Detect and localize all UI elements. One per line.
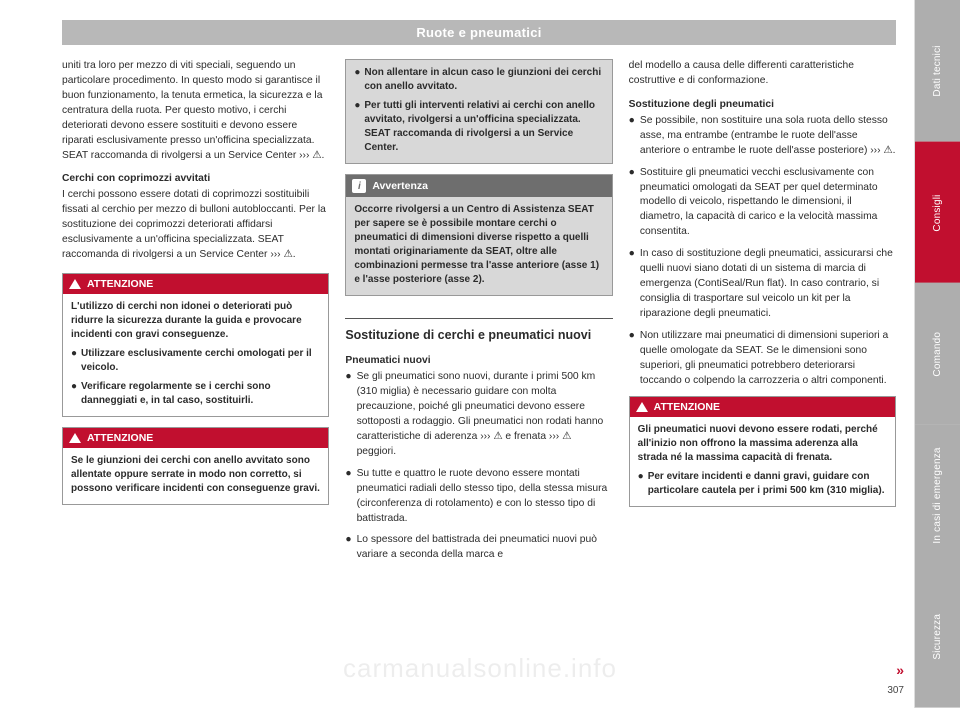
subheading: Pneumatici nuovi bbox=[345, 355, 612, 366]
warning-body: ●Non allentare in alcun caso le giunzion… bbox=[346, 60, 611, 163]
warning-text: Se le giunzioni dei cerchi con anello av… bbox=[71, 454, 320, 496]
warning-triangle-icon bbox=[69, 279, 81, 289]
list-item: ●In caso di sostituzione degli pneumatic… bbox=[629, 247, 896, 322]
subheading: Sostituzione degli pneumatici bbox=[629, 99, 896, 110]
column-3: del modello a causa delle differenti car… bbox=[629, 59, 896, 698]
warning-bullet: ●Non allentare in alcun caso le giunzion… bbox=[354, 66, 603, 94]
warning-title: ATTENZIONE bbox=[654, 401, 720, 413]
warning-bullet: ●Per evitare incidenti e danni gravi, gu… bbox=[638, 470, 887, 498]
note-text: Occorre rivolgersi a un Centro di Assist… bbox=[354, 203, 603, 287]
column-1: uniti tra loro per mezzo di viti special… bbox=[62, 59, 329, 698]
warning-triangle-icon bbox=[636, 402, 648, 412]
note-body: Occorre rivolgersi a un Centro di Assist… bbox=[346, 197, 611, 295]
warning-head: ATTENZIONE bbox=[63, 428, 328, 448]
warning-bullet: ●Verificare regolarmente se i cerchi son… bbox=[71, 380, 320, 408]
list-item: ●Lo spessore del battistrada dei pneumat… bbox=[345, 533, 612, 563]
content-area: Ruote e pneumatici uniti tra loro per me… bbox=[0, 0, 914, 708]
warning-body: Gli pneumatici nuovi devono essere rodat… bbox=[630, 417, 895, 506]
warning-box: ATTENZIONE Gli pneumatici nuovi devono e… bbox=[629, 396, 896, 507]
page-header: Ruote e pneumatici bbox=[62, 20, 896, 45]
tab-dati-tecnici[interactable]: Dati tecnici bbox=[915, 0, 960, 142]
warning-box: ATTENZIONE L'utilizzo di cerchi non idon… bbox=[62, 273, 329, 417]
warning-bullet: ●Utilizzare esclusivamente cerchi omolog… bbox=[71, 347, 320, 375]
column-2: ●Non allentare in alcun caso le giunzion… bbox=[345, 59, 612, 698]
warning-bullet: ●Per tutti gli interventi relativi ai ce… bbox=[354, 99, 603, 155]
list-item: ●Non utilizzare mai pneumatici di dimens… bbox=[629, 329, 896, 389]
columns: uniti tra loro per mezzo di viti special… bbox=[62, 59, 896, 698]
subheading: Cerchi con coprimozzi avvitati bbox=[62, 173, 329, 184]
warning-head: ATTENZIONE bbox=[630, 397, 895, 417]
warning-triangle-icon bbox=[69, 433, 81, 443]
bullet-list: ●Se gli pneumatici sono nuovi, durante i… bbox=[345, 370, 612, 570]
list-item: ●Se possibile, non sostituire una sola r… bbox=[629, 114, 896, 159]
tab-consigli[interactable]: Consigli bbox=[915, 142, 960, 284]
bullet-list: ●Se possibile, non sostituire una sola r… bbox=[629, 114, 896, 396]
list-item: ●Se gli pneumatici sono nuovi, durante i… bbox=[345, 370, 612, 460]
list-item: ●Sostituire gli pneumatici vecchi esclus… bbox=[629, 166, 896, 241]
sidebar-tabs: Dati tecnici Consigli Comando In casi di… bbox=[914, 0, 960, 708]
paragraph: del modello a causa delle differenti car… bbox=[629, 59, 896, 89]
warning-head: ATTENZIONE bbox=[63, 274, 328, 294]
note-head: i Avvertenza bbox=[346, 175, 611, 197]
info-icon: i bbox=[352, 179, 366, 193]
continue-indicator: » bbox=[896, 662, 904, 678]
tab-sicurezza[interactable]: Sicurezza bbox=[915, 566, 960, 708]
note-box: i Avvertenza Occorre rivolgersi a un Cen… bbox=[345, 174, 612, 296]
section-title: Sostituzione di cerchi e pneumatici nuov… bbox=[345, 318, 612, 343]
list-item: ●Su tutte e quattro le ruote devono esse… bbox=[345, 467, 612, 527]
tab-comando[interactable]: Comando bbox=[915, 283, 960, 425]
manual-page: Ruote e pneumatici uniti tra loro per me… bbox=[0, 0, 960, 708]
warning-title: ATTENZIONE bbox=[87, 432, 153, 444]
paragraph: uniti tra loro per mezzo di viti special… bbox=[62, 59, 329, 163]
warning-box-continued: ●Non allentare in alcun caso le giunzion… bbox=[345, 59, 612, 164]
tab-emergenza[interactable]: In casi di emergenza bbox=[915, 425, 960, 567]
warning-title: ATTENZIONE bbox=[87, 278, 153, 290]
paragraph: I cerchi possono essere dotati di coprim… bbox=[62, 188, 329, 263]
warning-body: L'utilizzo di cerchi non idonei o deteri… bbox=[63, 294, 328, 416]
note-title: Avvertenza bbox=[372, 180, 428, 192]
warning-text: Gli pneumatici nuovi devono essere rodat… bbox=[638, 423, 887, 465]
warning-text: L'utilizzo di cerchi non idonei o deteri… bbox=[71, 300, 320, 342]
warning-box: ATTENZIONE Se le giunzioni dei cerchi co… bbox=[62, 427, 329, 505]
warning-body: Se le giunzioni dei cerchi con anello av… bbox=[63, 448, 328, 504]
page-number: 307 bbox=[887, 685, 904, 696]
